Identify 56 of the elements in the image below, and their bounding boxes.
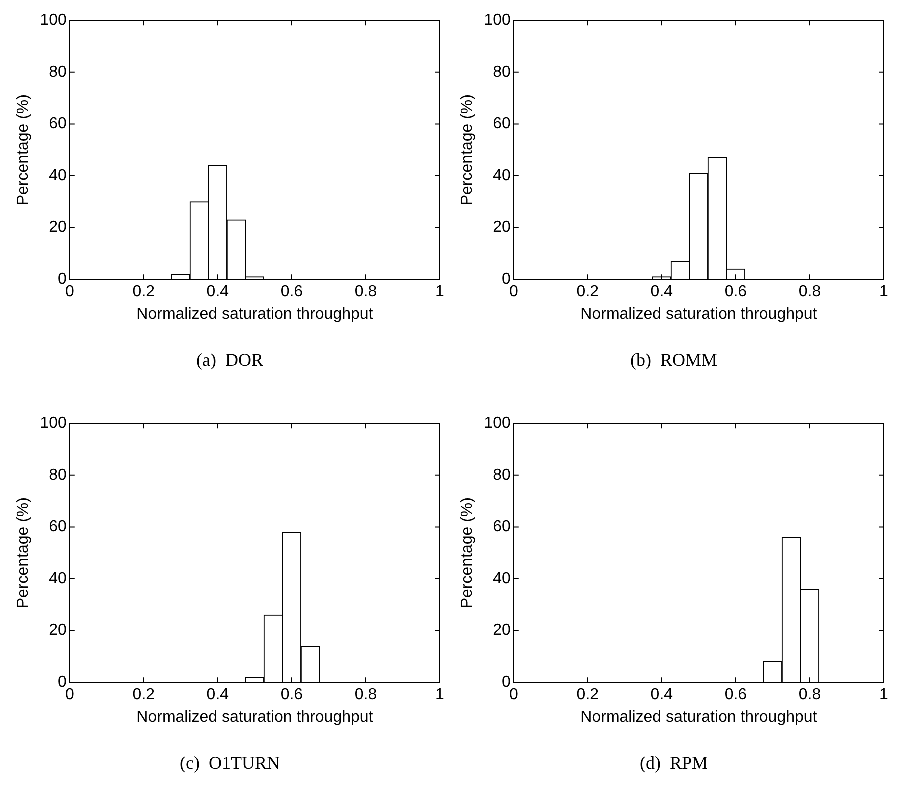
y-tick-label: 80: [493, 64, 511, 81]
x-tick-label: 0.4: [650, 284, 674, 301]
x-tick-label: 0.6: [280, 686, 304, 704]
y-tick-label: 100: [40, 12, 67, 30]
y-tick-label: 0: [502, 674, 511, 692]
x-tick-label: 0.4: [206, 686, 230, 704]
x-tick-label: 0.6: [280, 284, 304, 301]
y-tick-label: 60: [493, 518, 511, 536]
text: (b) ROMM: [630, 350, 718, 371]
x-axis-title: Normalized saturation throughput: [136, 708, 374, 726]
y-tick-label: 100: [484, 12, 511, 30]
y-tick-label: 60: [493, 116, 511, 133]
x-axis-title: Normalized saturation throughput: [580, 708, 818, 726]
x-tick-label: 0.8: [798, 284, 822, 301]
x-tick-label: 0.2: [576, 284, 600, 301]
y-tick-label: 0: [58, 271, 67, 288]
x-tick-label: 1: [436, 686, 445, 704]
x-axis-title: Normalized saturation throughput: [136, 306, 374, 323]
x-tick-label: 0.4: [650, 686, 674, 704]
x-tick-label: 0.6: [724, 284, 748, 301]
y-tick-label: 20: [493, 622, 511, 640]
x-tick-label: 0.2: [576, 686, 600, 704]
x-tick-label: 0.8: [354, 686, 378, 704]
x-axis-title: Normalized saturation throughput: [580, 306, 818, 323]
y-tick-label: 80: [49, 64, 67, 81]
y-tick-label: 80: [49, 466, 67, 484]
y-tick-label: 100: [40, 415, 67, 432]
y-tick-label: 80: [493, 466, 511, 484]
x-tick-label: 1: [436, 284, 445, 301]
x-tick-label: 0.2: [132, 686, 156, 704]
y-tick-label: 40: [493, 167, 511, 184]
x-tick-label: 1: [880, 686, 889, 704]
text: (a) DOR: [196, 350, 264, 371]
y-tick-label: 20: [49, 622, 67, 640]
x-tick-label: 0.6: [724, 686, 748, 704]
text: (d) RPM: [640, 753, 708, 774]
y-tick-label: 0: [58, 674, 67, 692]
x-tick-label: 0.2: [132, 284, 156, 301]
y-tick-label: 20: [49, 219, 67, 236]
y-tick-label: 100: [484, 415, 511, 432]
y-axis-title: Percentage (%): [459, 94, 476, 206]
y-tick-label: 20: [493, 219, 511, 236]
y-axis-title: Percentage (%): [459, 498, 476, 609]
x-tick-label: 0.8: [354, 284, 378, 301]
y-tick-label: 40: [49, 570, 67, 588]
y-tick-label: 0: [502, 271, 511, 288]
y-axis-title: Percentage (%): [15, 498, 32, 609]
text: (c) O1TURN: [180, 753, 280, 774]
y-tick-label: 60: [49, 518, 67, 536]
y-tick-label: 40: [49, 167, 67, 184]
x-tick-label: 1: [880, 284, 889, 301]
x-tick-label: 0.8: [798, 686, 822, 704]
y-tick-label: 60: [49, 116, 67, 133]
y-axis-title: Percentage (%): [15, 94, 32, 206]
x-tick-label: 0.4: [206, 284, 230, 301]
y-tick-label: 40: [493, 570, 511, 588]
